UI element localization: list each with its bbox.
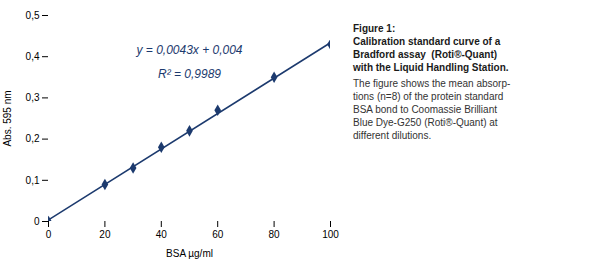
svg-text:0,4: 0,4 — [26, 51, 40, 62]
html-text:Blue Dye-G250 (Roti®-Quant) at: Blue Dye-G250 (Roti®-Quant) at — [353, 117, 498, 128]
html-text:different dilutions.: different dilutions. — [353, 130, 432, 141]
svg-text:0,2: 0,2 — [26, 133, 40, 144]
html-text:Figure 1:: Figure 1: — [353, 23, 396, 34]
svg-text:0: 0 — [46, 229, 52, 240]
svg-text:0,5: 0,5 — [26, 10, 40, 21]
svg-text:0,1: 0,1 — [26, 175, 40, 186]
svg-text:R² = 0,9989: R² = 0,9989 — [158, 67, 221, 81]
svg-text:0: 0 — [34, 216, 40, 227]
html-text:Calibration standard curve of: Calibration standard curve of a — [353, 36, 501, 47]
html-text:tions (n=8) of the protein sta: tions (n=8) of the protein standard — [353, 91, 504, 102]
svg-text:y = 0,0043x + 0,004: y = 0,0043x + 0,004 — [135, 43, 242, 57]
svg-text:80: 80 — [269, 229, 281, 240]
svg-text:20: 20 — [99, 229, 111, 240]
svg-text:40: 40 — [156, 229, 168, 240]
html-text:BSA bond to Coomassie Brillian: BSA bond to Coomassie Brilliant — [353, 104, 497, 115]
html-text:with the Liquid Handling Stati: with the Liquid Handling Station. — [353, 62, 509, 73]
html-text:Bradford assay (Roti®-Quant): Bradford assay (Roti®-Quant) — [353, 49, 498, 60]
svg-text:BSA µg/ml: BSA µg/ml — [166, 248, 213, 259]
svg-text:60: 60 — [212, 229, 224, 240]
html-text:The figure shows the mean abso: The figure shows the mean absorp- — [353, 78, 511, 89]
svg-text:0,3: 0,3 — [26, 92, 40, 103]
svg-text:Abs. 595 nm: Abs. 595 nm — [2, 90, 13, 146]
svg-text:100: 100 — [322, 229, 339, 240]
